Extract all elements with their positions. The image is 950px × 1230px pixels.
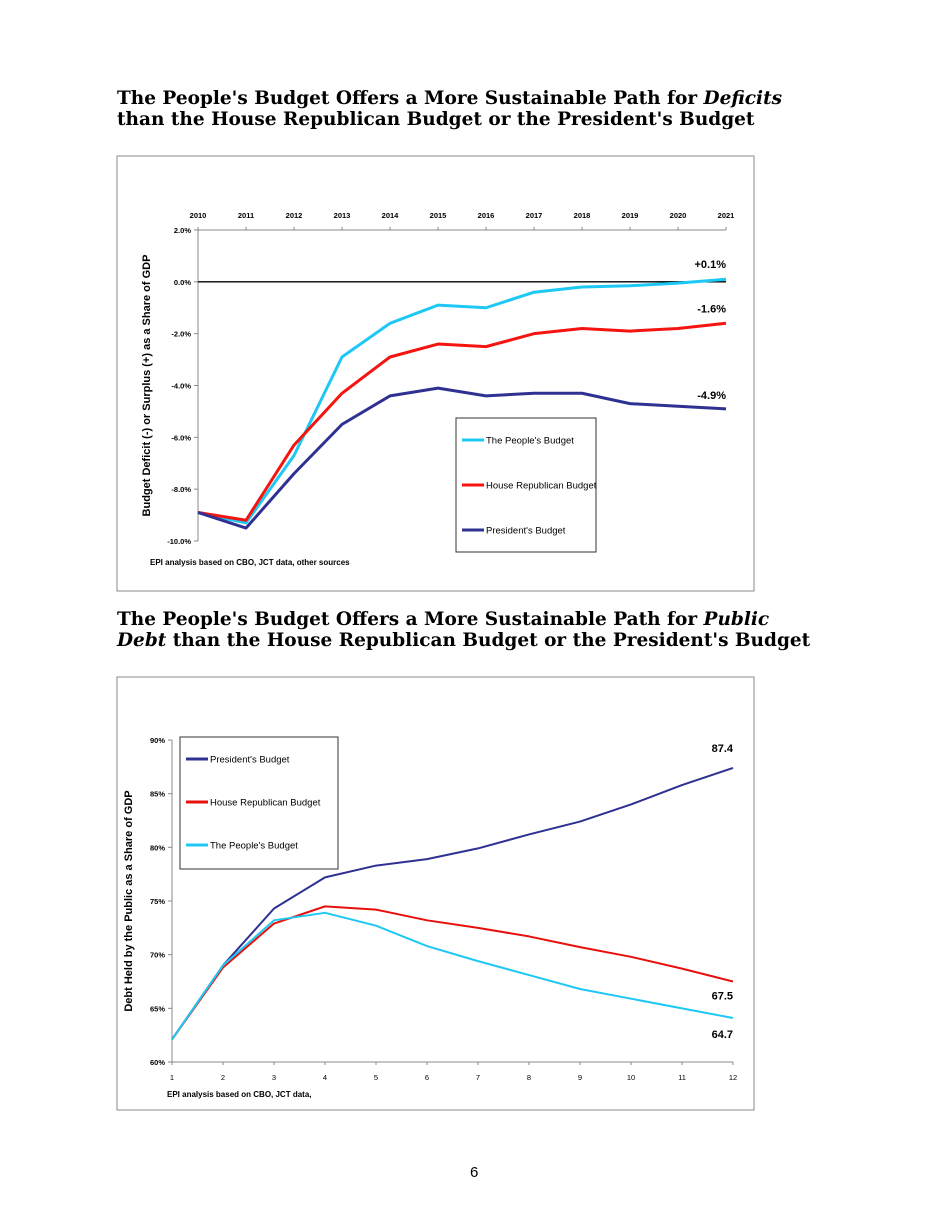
chart-1-title-emphasis: Deficits xyxy=(703,88,783,109)
series-line-0 xyxy=(197,277,727,525)
y-tick-label: 60% xyxy=(150,1058,165,1067)
source-note: EPI analysis based on CBO, JCT data, oth… xyxy=(150,558,350,567)
legend-label: President's Budget xyxy=(486,526,566,537)
legend-label: President's Budget xyxy=(210,755,290,766)
end-label: -1.6% xyxy=(697,303,726,315)
y-tick-label: -10.0% xyxy=(167,537,191,546)
x-tick-label: 2 xyxy=(221,1073,225,1082)
x-tick-label: 4 xyxy=(323,1073,327,1082)
series-line-2 xyxy=(171,911,734,1041)
chart-2-title: The People's Budget Offers a More Sustai… xyxy=(117,609,817,651)
y-tick-label: -6.0% xyxy=(171,433,191,442)
y-tick-label: 85% xyxy=(150,790,165,799)
x-tick-label: 2013 xyxy=(334,211,351,220)
chart-1-frame xyxy=(116,155,755,592)
series-line-2 xyxy=(197,386,727,530)
y-tick-label: 80% xyxy=(150,843,165,852)
chart-1-title: The People's Budget Offers a More Sustai… xyxy=(117,88,817,130)
x-tick-label: 7 xyxy=(476,1073,480,1082)
y-axis-title: Debt Held by the Public as a Share of GD… xyxy=(123,790,135,1011)
legend-label: The People's Budget xyxy=(486,436,574,447)
x-tick-label: 2017 xyxy=(526,211,543,220)
y-axis-title: Budget Deficit (-) or Surplus (+) as a S… xyxy=(141,255,153,517)
end-label: 67.5 xyxy=(712,991,733,1003)
x-tick-label: 2016 xyxy=(478,211,495,220)
y-tick-label: 0.0% xyxy=(174,278,191,287)
y-tick-label: 70% xyxy=(150,951,165,960)
end-label: 87.4 xyxy=(712,743,734,755)
y-tick-label: 90% xyxy=(150,736,165,745)
x-tick-label: 5 xyxy=(374,1073,378,1082)
chart-2-title-pre: The People's Budget Offers a More Sustai… xyxy=(117,609,704,630)
legend-label: The People's Budget xyxy=(210,841,298,852)
page-number: 6 xyxy=(470,1164,479,1181)
y-tick-label: -8.0% xyxy=(171,485,191,494)
chart-2-title-post: than the House Republican Budget or the … xyxy=(166,630,811,651)
y-tick-label: 75% xyxy=(150,897,165,906)
x-tick-label: 2012 xyxy=(286,211,303,220)
y-tick-label: 65% xyxy=(150,1004,165,1013)
x-tick-label: 2014 xyxy=(382,211,400,220)
x-tick-label: 2015 xyxy=(430,211,447,220)
x-tick-label: 2011 xyxy=(238,211,254,220)
source-note: EPI analysis based on CBO, JCT data, xyxy=(167,1090,312,1099)
x-tick-label: 2019 xyxy=(622,211,639,220)
end-label: 64.7 xyxy=(712,1029,733,1041)
chart-2-title-emphasis: Public Debt xyxy=(117,609,770,651)
end-label: -4.9% xyxy=(697,390,726,402)
legend-label: House Republican Budget xyxy=(486,481,597,492)
y-tick-label: -2.0% xyxy=(171,330,191,339)
x-tick-label: 6 xyxy=(425,1073,429,1082)
end-label: +0.1% xyxy=(695,259,727,271)
series-line-1 xyxy=(197,321,727,522)
x-tick-label: 10 xyxy=(627,1073,635,1082)
legend-label: House Republican Budget xyxy=(210,798,321,809)
y-tick-label: 2.0% xyxy=(174,226,191,235)
series-line-0 xyxy=(171,766,734,1041)
x-tick-label: 2021 xyxy=(718,211,735,220)
x-tick-label: 1 xyxy=(170,1073,174,1082)
x-tick-label: 9 xyxy=(578,1073,582,1082)
x-tick-label: 12 xyxy=(729,1073,737,1082)
x-tick-label: 3 xyxy=(272,1073,276,1082)
series-line-1 xyxy=(171,905,734,1041)
y-tick-label: -4.0% xyxy=(171,382,191,391)
x-tick-label: 8 xyxy=(527,1073,531,1082)
chart-1-title-pre: The People's Budget Offers a More Sustai… xyxy=(117,88,704,109)
x-tick-label: 2018 xyxy=(574,211,591,220)
chart-1-title-post: than the House Republican Budget or the … xyxy=(117,109,755,130)
x-tick-label: 11 xyxy=(678,1073,686,1082)
x-tick-label: 2020 xyxy=(670,211,687,220)
x-tick-label: 2010 xyxy=(190,211,207,220)
